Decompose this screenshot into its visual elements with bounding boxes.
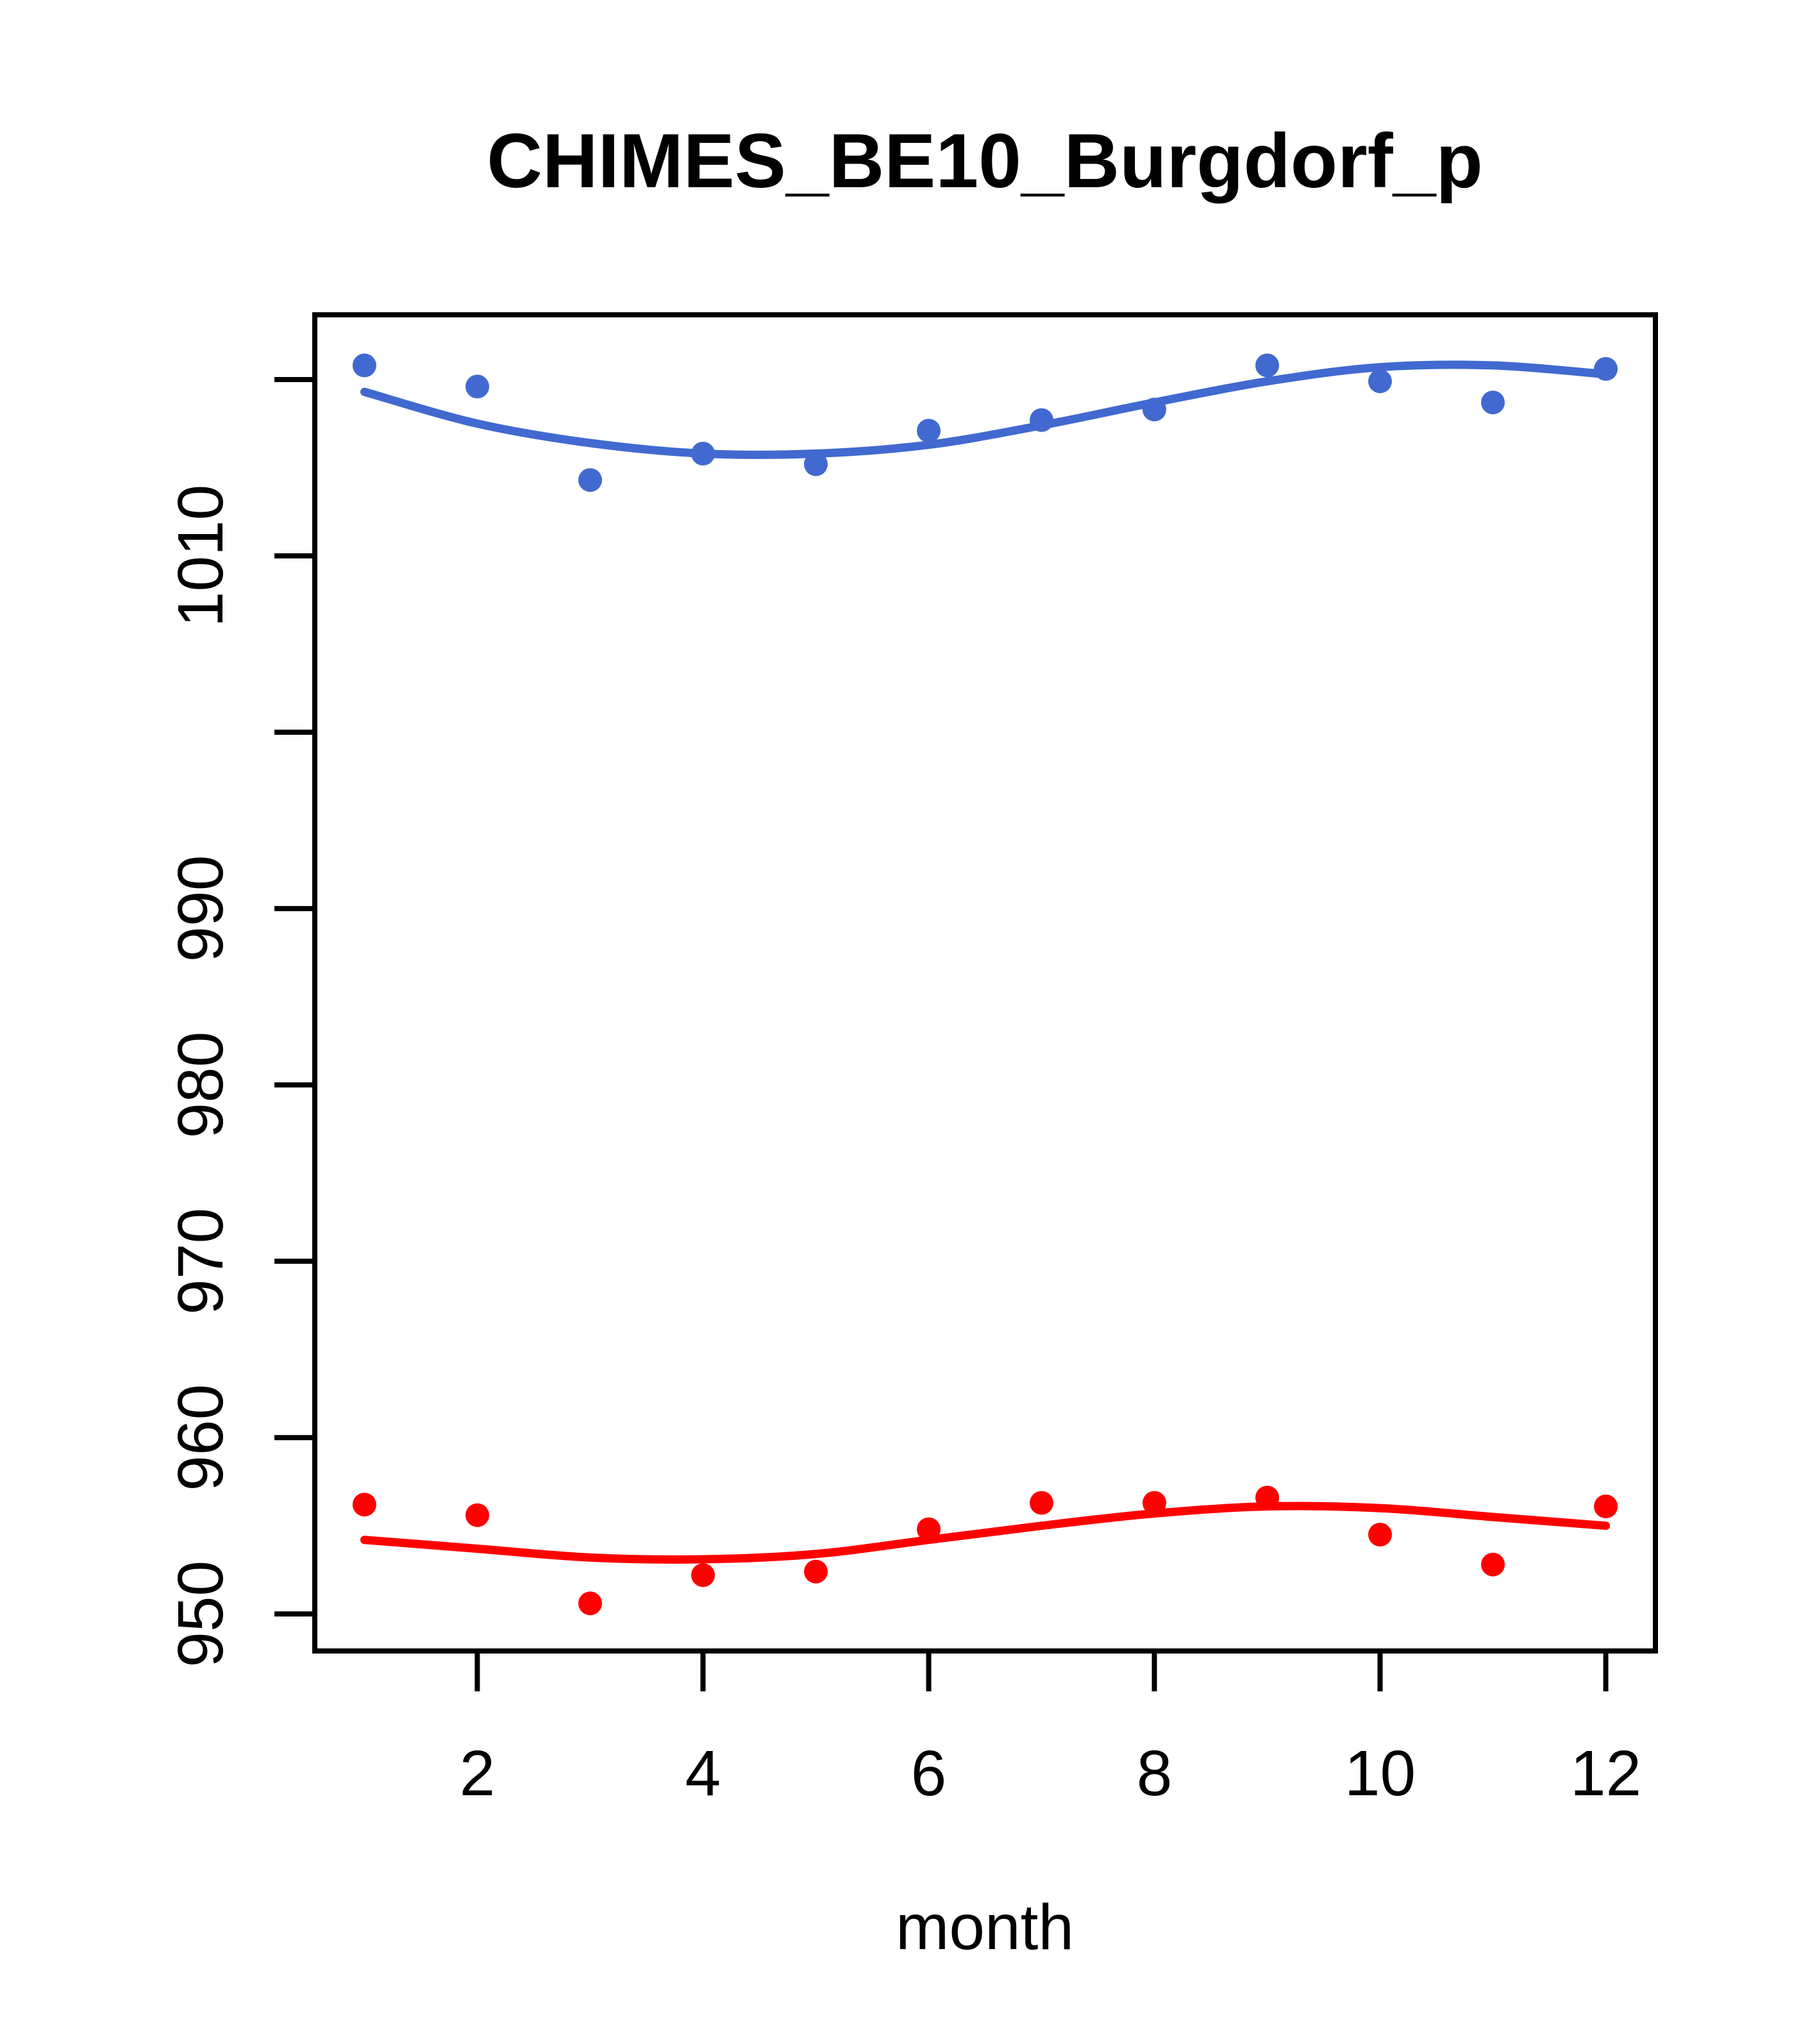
y-axis-tick-label: 950 <box>165 1561 237 1668</box>
lower-series-points-dot <box>1594 1495 1618 1518</box>
y-axis-tick-label: 980 <box>165 1032 237 1139</box>
y-axis-tick-label: 960 <box>165 1384 237 1491</box>
lower-series-points-dot <box>578 1591 602 1616</box>
lower-series-points-dot <box>691 1563 715 1587</box>
plot-title: CHIMES_BE10_Burgdorf_p <box>487 118 1483 204</box>
upper-series-points-dot <box>352 353 376 378</box>
upper-series-points-dot <box>578 468 602 492</box>
upper-series-loess-curve <box>360 360 1611 459</box>
lower-series-points-dot <box>465 1503 489 1527</box>
lower-series-points-dot <box>804 1559 828 1584</box>
axes: 950 960 970 980 990 1010 2 4 6 8 10 12 <box>165 376 1641 1809</box>
x-axis-title: month <box>896 1891 1074 1963</box>
x-axis-tick-label: 10 <box>1344 1738 1416 1809</box>
x-axis-tick-label: 6 <box>911 1738 947 1809</box>
data-series <box>352 353 1618 1616</box>
lower-series-points-dot <box>1030 1491 1053 1515</box>
upper-series-points-dot <box>804 452 828 476</box>
x-axis-tick-label: 12 <box>1570 1738 1641 1809</box>
lower-series-points-dot <box>352 1493 376 1517</box>
upper-series-points-dot <box>465 374 489 399</box>
y-axis-tick-label: 970 <box>165 1208 237 1315</box>
lower-series-loess-curve <box>360 1502 1611 1564</box>
plot-box <box>312 312 1658 1654</box>
upper-series-points-dot <box>1368 369 1392 394</box>
upper-series-points-dot <box>1255 353 1279 378</box>
upper-series-points-dot <box>1481 390 1505 415</box>
x-axis-tick-label: 4 <box>685 1738 721 1809</box>
lower-series-points-dot <box>1481 1552 1505 1577</box>
y-axis-tick-label: 990 <box>165 855 237 962</box>
upper-series-points-dot <box>917 419 941 443</box>
lower-series-points-dot <box>1368 1523 1392 1546</box>
x-axis-tick-label: 8 <box>1137 1738 1173 1809</box>
y-axis-tick-label: 1010 <box>165 485 237 627</box>
x-axis-tick-label: 2 <box>460 1738 496 1809</box>
